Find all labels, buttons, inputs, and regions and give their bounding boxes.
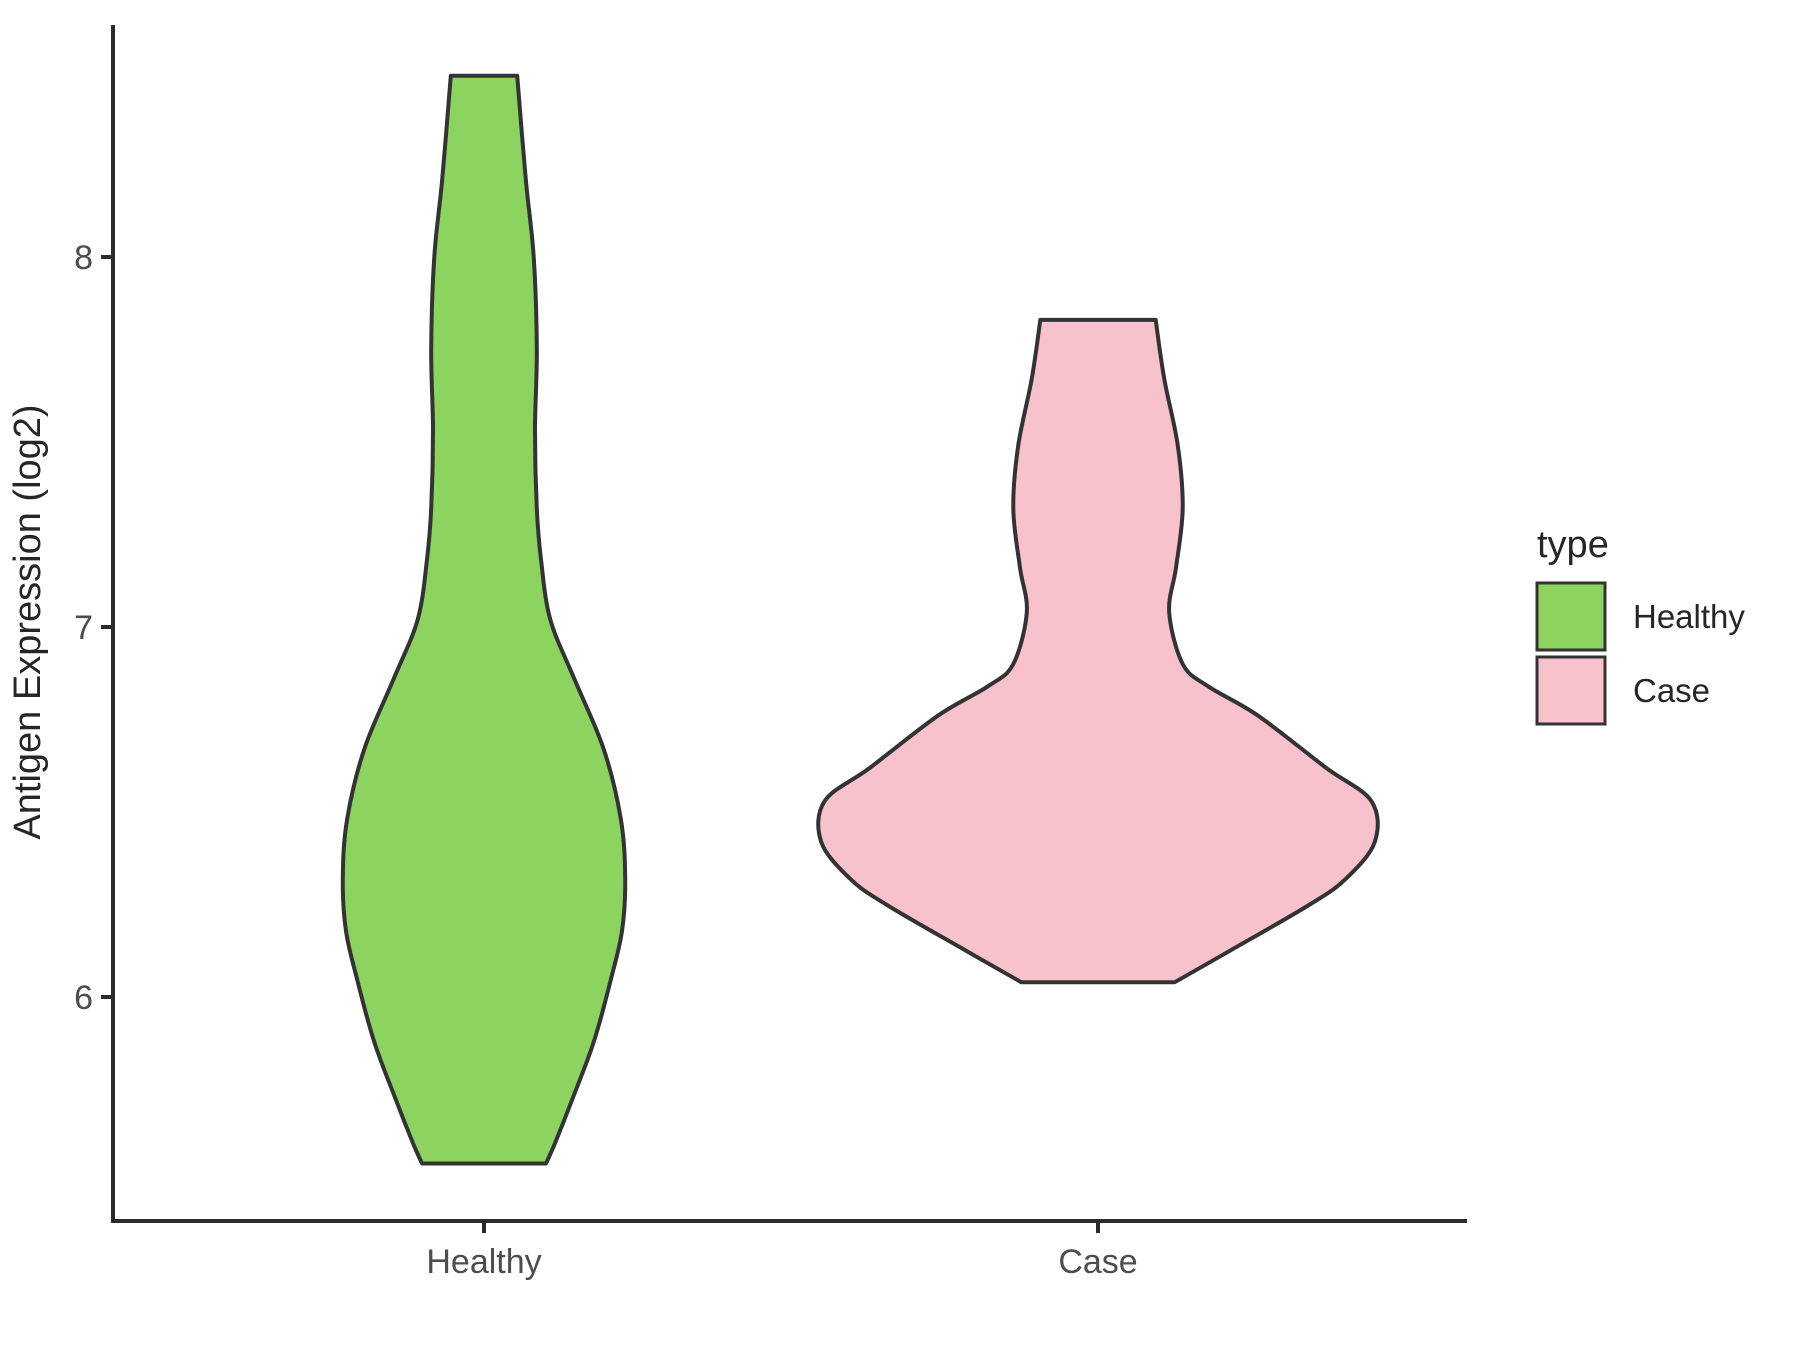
- healthy-violin: [340, 73, 628, 1166]
- y-axis-title: Antigen Expression (log2): [7, 404, 49, 839]
- legend: type Healthy Case: [1535, 524, 1745, 726]
- legend-key-healthy-swatch: [1535, 581, 1607, 652]
- y-tick-label-6: 6: [74, 979, 93, 1017]
- legend-label-healthy: Healthy: [1633, 598, 1745, 635]
- legend-label-case: Case: [1633, 672, 1710, 709]
- y-tick-label-7: 7: [74, 609, 93, 647]
- legend-title: type: [1537, 524, 1609, 566]
- violin-shapes: [340, 73, 1380, 1166]
- x-axis-ticks: Healthy Case: [426, 1221, 1138, 1281]
- legend-key-case-swatch: [1535, 655, 1607, 726]
- case-violin: [816, 317, 1380, 985]
- y-axis-ticks: 8 7 6: [74, 239, 113, 1017]
- x-category-label-case: Case: [1058, 1243, 1137, 1281]
- x-category-label-healthy: Healthy: [426, 1243, 541, 1281]
- y-tick-label-8: 8: [74, 239, 93, 277]
